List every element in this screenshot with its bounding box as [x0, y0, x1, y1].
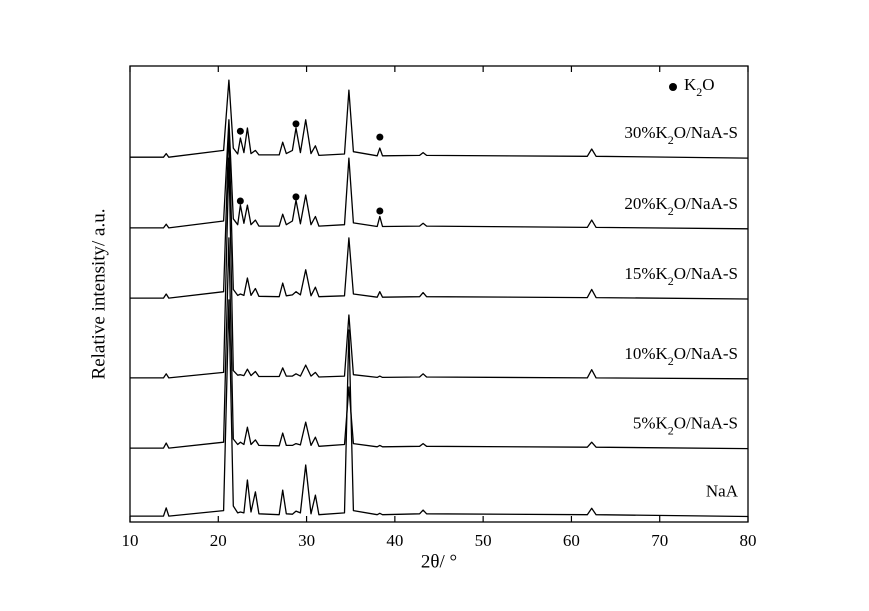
x-tick-label: 50 [475, 531, 492, 550]
x-tick-label: 20 [210, 531, 227, 550]
x-tick-label: 70 [651, 531, 668, 550]
series-label: 15%K2O/NaA-S [624, 264, 738, 288]
series-label: 30%K2O/NaA-S [624, 123, 738, 147]
k2o-marker [236, 127, 244, 135]
series-label: 5%K2O/NaA-S [633, 413, 738, 437]
xrd-line [130, 237, 749, 450]
x-tick-label: 30 [298, 531, 315, 550]
xrd-line [130, 79, 749, 159]
series-label: NaA [706, 481, 739, 500]
x-tick-label: 10 [122, 531, 139, 550]
k2o-marker [292, 120, 300, 128]
xrd-line [130, 129, 749, 300]
xrd-line [130, 299, 749, 518]
x-tick-label: 60 [563, 531, 580, 550]
x-axis-title: 2θ/ ° [421, 551, 457, 572]
x-tick-label: 40 [386, 531, 403, 550]
x-tick-label: 80 [740, 531, 757, 550]
k2o-marker [376, 133, 384, 141]
k2o-marker [292, 193, 300, 201]
y-axis-title: Relative intensity/ a.u. [88, 209, 109, 380]
plot-frame [129, 65, 749, 523]
series-label: 20%K2O/NaA-S [624, 194, 738, 218]
k2o-marker [236, 197, 244, 205]
k2o-marker [376, 207, 384, 215]
xrd-line [130, 157, 749, 380]
legend-label: K2O [684, 75, 715, 99]
legend-marker [669, 83, 677, 91]
series-label: 10%K2O/NaA-S [624, 344, 738, 368]
